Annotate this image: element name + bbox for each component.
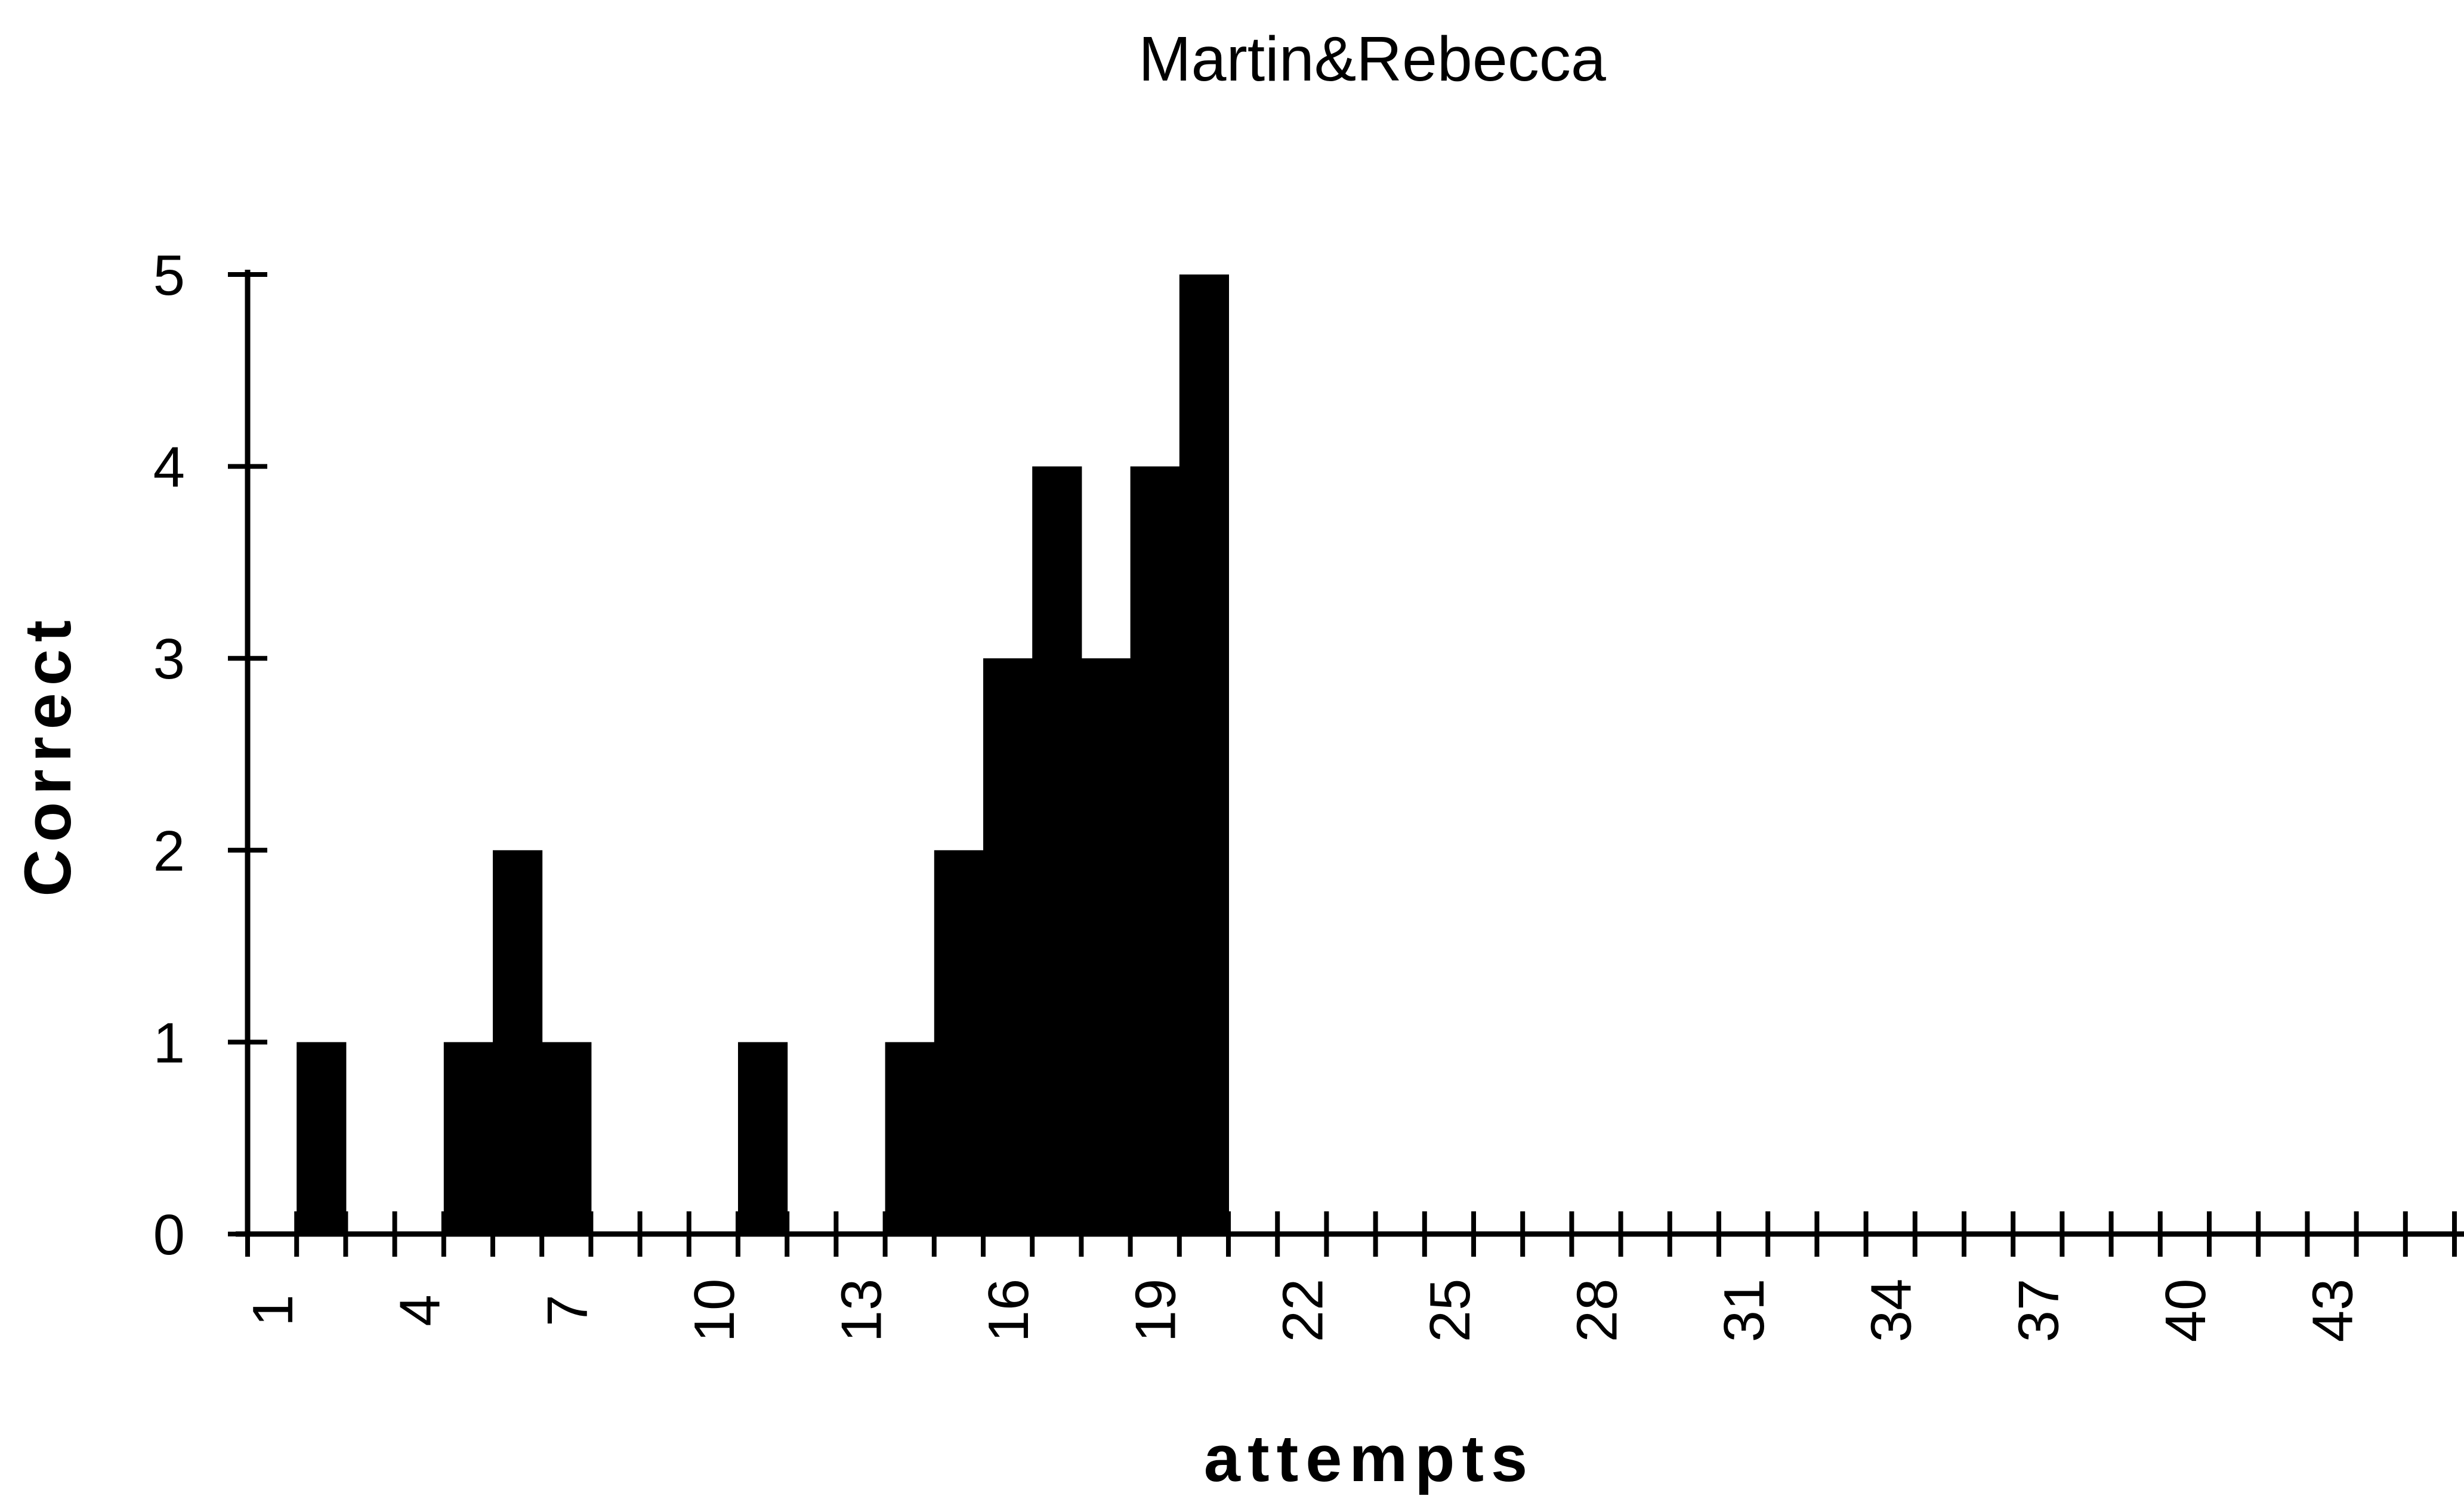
x-tick-label: 40	[2154, 1279, 2218, 1343]
chart-title: Martin&Rebecca	[1138, 24, 1606, 94]
bar	[1179, 274, 1229, 1234]
x-tick-label: 31	[1712, 1279, 1776, 1343]
x-tick-label: 4	[388, 1294, 452, 1326]
x-tick-label: 10	[683, 1279, 746, 1343]
bar	[983, 658, 1033, 1234]
bar	[1032, 466, 1082, 1234]
bar	[542, 1042, 592, 1234]
x-tick-label: 34	[1860, 1279, 1923, 1343]
y-tick-label: 0	[153, 1203, 185, 1267]
y-tick-label: 2	[153, 819, 185, 883]
x-tick-label: 28	[1566, 1279, 1629, 1343]
x-axis-label: attempts	[1204, 1422, 1534, 1495]
x-tick-label: 13	[830, 1279, 894, 1343]
y-tick-label: 5	[153, 243, 185, 307]
x-tick-label: 25	[1418, 1279, 1482, 1343]
y-tick-label: 4	[153, 436, 185, 499]
bar	[493, 850, 543, 1234]
bar	[1130, 466, 1180, 1234]
x-tick-label: 7	[535, 1294, 599, 1326]
x-tick-label: 16	[977, 1279, 1040, 1343]
x-tick-label: 1	[241, 1294, 305, 1326]
bars-group	[297, 274, 1229, 1234]
y-tick-label: 1	[153, 1011, 185, 1075]
x-tick-label: 37	[2006, 1279, 2070, 1343]
x-tick-label: 43	[2301, 1279, 2365, 1343]
y-ticks-group: 0 1 2 3 4 5	[153, 243, 267, 1267]
y-tick-label: 3	[153, 627, 185, 691]
y-axis-label: Correct	[11, 613, 85, 896]
bar	[297, 1042, 347, 1234]
bar	[443, 1042, 493, 1234]
x-ticks-group: 1 4 7 10 13 16 19 22 25 28 31 34 37 40 43	[241, 1211, 2457, 1343]
x-tick-label: 22	[1271, 1279, 1335, 1343]
bar	[934, 850, 984, 1234]
bar	[885, 1042, 935, 1234]
bar	[738, 1042, 788, 1234]
bar	[1081, 658, 1131, 1234]
x-tick-label: 19	[1124, 1279, 1188, 1343]
